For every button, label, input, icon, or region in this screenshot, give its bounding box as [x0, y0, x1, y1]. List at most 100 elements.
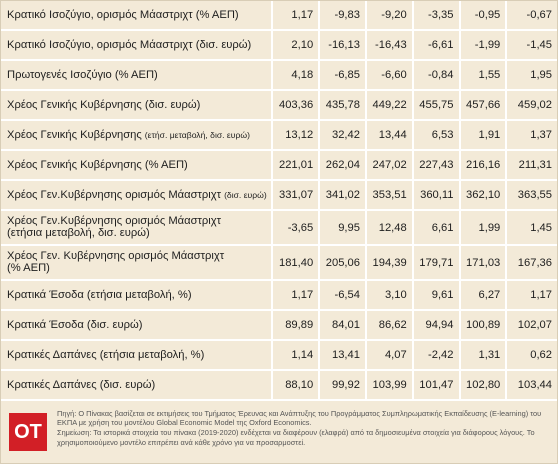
value-cell: 353,51 — [367, 181, 414, 209]
value-cell: 363,55 — [517, 189, 552, 201]
value-cell: 0,62 — [530, 349, 552, 361]
value-cell: 1,14 — [273, 341, 321, 369]
value-cell: 1,31 — [461, 341, 508, 369]
row-label-cell: Κρατικές Δαπάνες (δισ. ευρώ) — [1, 371, 274, 399]
value-cell: 1,45 — [530, 221, 552, 234]
note: Σημείωση: Τα ιστορικά στοιχεία του πίνακ… — [57, 428, 535, 447]
value-cell: 88,10 — [273, 371, 321, 399]
value-cell: 1,17 — [273, 281, 321, 309]
row-label: Κρατικές Δαπάνες (ετήσια μεταβολή, %) — [7, 349, 205, 361]
row-label: Κρατικές Δαπάνες (δισ. ευρώ) — [7, 379, 156, 391]
row-label-cell: Κρατικά Έσοδα (δισ. ευρώ) — [1, 311, 274, 339]
value-cell: 102,07 — [517, 319, 552, 331]
row-label-cell: Χρέος Γενικής Κυβέρνησης (ετήσ. μεταβολή,… — [1, 121, 274, 149]
value-cell: 6,61 — [414, 211, 461, 244]
value-cell: 205,06 — [320, 246, 367, 279]
value-cell: 89,89 — [273, 311, 321, 339]
table-row: Χρέος Γενικής Κυβέρνησης (ετήσ. μεταβολή,… — [1, 121, 557, 151]
row-label-cell: Κρατικό Ισοζύγιο, ορισμός Μάαστριχτ (% Α… — [1, 1, 274, 29]
row-label-cell: Κρατικές Δαπάνες (ετήσια μεταβολή, %) — [1, 341, 274, 369]
value-cell: 435,78 — [320, 91, 367, 119]
value-cell: -9,20 — [367, 1, 414, 29]
row-label: Χρέος Γεν. Κυβέρνησης ορισμός Μάαστριχτ — [7, 250, 225, 262]
row-label-unit: (δισ. ευρώ) — [224, 190, 267, 200]
value-cell: 94,94 — [414, 311, 461, 339]
value-cell: 216,16 — [461, 151, 508, 179]
value-cell: -16,43 — [367, 31, 414, 59]
value-cell: -0,67 — [526, 9, 553, 21]
value-cell: -6,60 — [367, 61, 414, 89]
row-label-cell: Χρέος Γεν. Κυβέρνησης ορισμός Μάαστριχτ(… — [1, 246, 274, 279]
value-cell: 1,17 — [530, 289, 552, 301]
value-cell: 102,80 — [461, 371, 508, 399]
value-cell: 171,03 — [461, 246, 508, 279]
row-label-cell: Κρατικά Έσοδα (ετήσια μεταβολή, %) — [1, 281, 274, 309]
value-cell: 100,89 — [461, 311, 508, 339]
value-cell: 13,12 — [273, 121, 321, 149]
table-row: Χρέος Γεν. Κυβέρνησης ορισμός Μάαστριχτ(… — [1, 246, 557, 281]
table: Κρατικό Ισοζύγιο, ορισμός Μάαστριχτ (% Α… — [1, 1, 557, 401]
row-label: Χρέος Γενικής Κυβέρνησης (% ΑΕΠ) — [7, 159, 188, 171]
value-cell: -6,85 — [320, 61, 367, 89]
value-cell: -0,84 — [414, 61, 461, 89]
value-cell: 1,91 — [461, 121, 508, 149]
table-row: Κρατικά Έσοδα (δισ. ευρώ) 89,89 84,01 86,62… — [1, 311, 557, 341]
value-cell: 13,41 — [320, 341, 367, 369]
value-cell: 167,36 — [517, 256, 552, 269]
value-cell: 181,40 — [273, 246, 321, 279]
row-label-cell: Χρέος Γενικής Κυβέρνησης (% ΑΕΠ) — [1, 151, 274, 179]
value-cell: 1,37 — [530, 129, 552, 141]
row-label-cell: Χρέος Γενικής Κυβέρνησης (δισ. ευρώ) — [1, 91, 274, 119]
row-label-cell: Κρατικό Ισοζύγιο, ορισμός Μάαστριχτ (δισ… — [1, 31, 274, 59]
value-cell: -1,45 — [526, 39, 553, 51]
value-cell: 341,02 — [320, 181, 367, 209]
value-cell: 12,48 — [367, 211, 414, 244]
value-cell: 455,75 — [414, 91, 461, 119]
value-cell: -1,99 — [461, 31, 508, 59]
value-cell: 6,53 — [414, 121, 461, 149]
value-cell: 247,02 — [367, 151, 414, 179]
row-label-unit: (ετήσ. μεταβολή, δισ. ευρώ) — [144, 130, 250, 140]
value-cell: 1,55 — [461, 61, 508, 89]
value-cell: -3,35 — [414, 1, 461, 29]
value-cell: 2,10 — [273, 31, 321, 59]
row-label: Χρέος Γενικής Κυβέρνησης — [7, 129, 142, 141]
row-label: Κρατικά Έσοδα (δισ. ευρώ) — [7, 319, 143, 331]
value-cell: -3,65 — [273, 211, 321, 244]
value-cell: 4,18 — [273, 61, 321, 89]
value-cell: 103,44 — [517, 379, 552, 391]
row-label: Πρωτογενές Ισοζύγιο (% ΑΕΠ) — [7, 69, 158, 81]
row-label-cell: Χρέος Γεν.Κυβέρνησης ορισμός Μάαστριχτ (ε… — [1, 211, 274, 244]
table-row: Κρατικό Ισοζύγιο, ορισμός Μάαστριχτ (δισ… — [1, 31, 557, 61]
logo: ΟΤ — [9, 413, 47, 451]
table-row: Κρατικές Δαπάνες (ετήσια μεταβολή, %) 1,1… — [1, 341, 557, 371]
value-cell: 84,01 — [320, 311, 367, 339]
value-cell: -16,13 — [320, 31, 367, 59]
value-cell: 4,07 — [367, 341, 414, 369]
value-cell: -6,54 — [320, 281, 367, 309]
footer: ΟΤ Πηγή: Ο Πίνακας βασίζεται σε εκτιμήσε… — [1, 403, 557, 463]
table-row: Χρέος Γεν.Κυβέρνησης ορισμός Μάαστριχτ (ε… — [1, 211, 557, 246]
value-cell: 227,43 — [414, 151, 461, 179]
row-label: Κρατικό Ισοζύγιο, ορισμός Μάαστριχτ (δισ… — [7, 39, 252, 51]
row-label-cell: Χρέος Γεν.Κυβέρνησης ορισμός Μάαστριχτ (δ… — [1, 181, 274, 209]
note: Πηγή: Ο Πίνακας βασίζεται σε εκτιμήσεις … — [57, 409, 542, 428]
value-cell: 179,71 — [414, 246, 461, 279]
row-label-cell: Πρωτογενές Ισοζύγιο (% ΑΕΠ) — [1, 61, 274, 89]
value-cell: 9,95 — [320, 211, 367, 244]
value-cell: 6,27 — [461, 281, 508, 309]
value-cell: 211,31 — [518, 159, 552, 171]
value-cell: 1,17 — [273, 1, 321, 29]
value-cell: 99,92 — [320, 371, 367, 399]
value-cell: 221,01 — [273, 151, 321, 179]
value-cell: 86,62 — [367, 311, 414, 339]
table-row: Χρέος Γενικής Κυβέρνησης (δισ. ευρώ) 403,… — [1, 91, 557, 121]
row-label: Χρέος Γενικής Κυβέρνησης (δισ. ευρώ) — [7, 99, 201, 111]
value-cell: 9,61 — [414, 281, 461, 309]
value-cell: 32,42 — [320, 121, 367, 149]
notes: Πηγή: Ο Πίνακας βασίζεται σε εκτιμήσεις … — [57, 409, 549, 448]
row-label: Κρατικά Έσοδα (ετήσια μεταβολή, %) — [7, 289, 192, 301]
table-row: Κρατικό Ισοζύγιο, ορισμός Μάαστριχτ (% Α… — [1, 1, 557, 31]
value-cell: -2,42 — [414, 341, 461, 369]
